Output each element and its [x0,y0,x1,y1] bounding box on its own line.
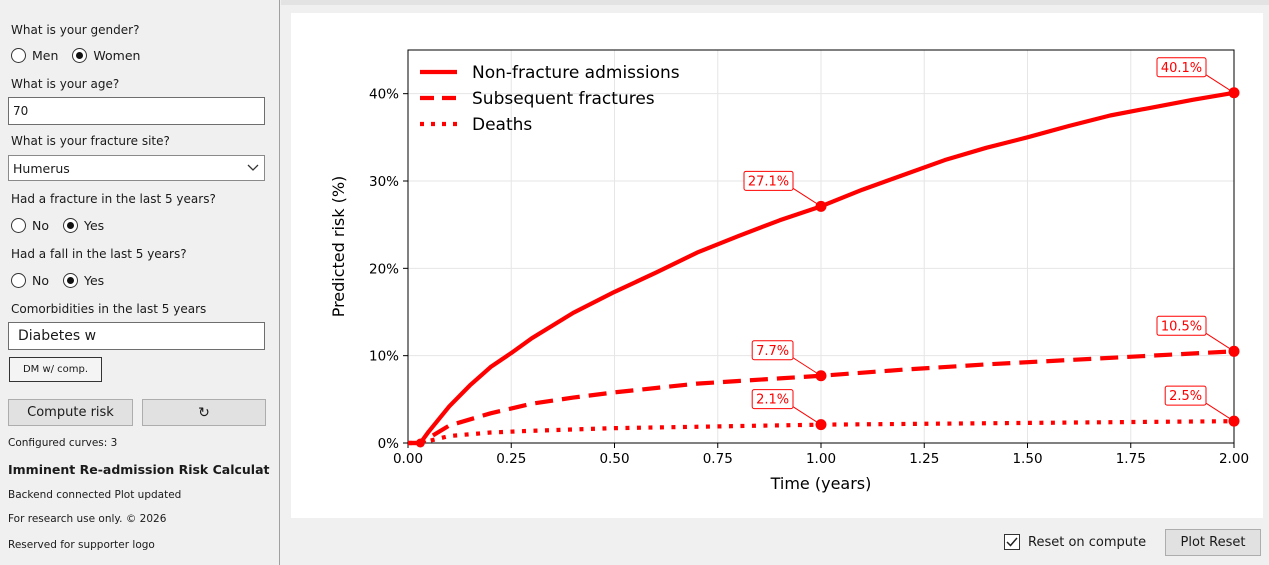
comorbidities-value: Diabetes w [18,328,97,344]
gender-radio-group: Men Women [11,46,154,64]
comorbidities-input[interactable]: Diabetes w [8,322,265,350]
y-tick-label: 0% [378,436,400,452]
data-label: 40.1% [1161,61,1202,76]
callout-leader [1205,332,1235,352]
data-label: 7.7% [756,344,789,359]
fall-radio-group: No Yes [11,271,118,289]
comorbidities-question: Comorbidities in the last 5 years [11,302,207,316]
compute-risk-button[interactable]: Compute risk [8,399,133,426]
app-title: Imminent Re-admission Risk Calculator [8,462,270,477]
x-tick-label: 2.00 [1219,451,1249,467]
supporter-logo-placeholder: Reserved for supporter logo [8,539,155,551]
x-tick-label: 0.00 [393,451,423,467]
data-label-box [1156,315,1207,336]
series-line-solid [408,90,1235,446]
gender-option-women[interactable]: Women [72,47,141,63]
plot-panel: 0.00 0.25 0.50 0.75 1.00 1.25 1.50 1.75 2.00 0% 10… [291,13,1263,518]
fracture-site-value: Humerus [13,160,70,176]
checkbox-checked-icon[interactable] [1004,534,1020,550]
comorbidity-chip-label: DM w/ comp. [22,364,89,375]
gender-question: What is your gender? [11,23,140,37]
y-tick-label: 30% [369,174,399,190]
radio-prior-fracture-yes[interactable] [63,217,78,233]
prior-fracture-question: Had a fracture in the last 5 years? [11,192,216,206]
chevron-down-icon [247,164,259,171]
series-line-dotted [408,419,1235,446]
radio-prior-fracture-no[interactable] [11,217,26,233]
x-axis-label: Time (years) [770,474,872,493]
data-label-box [1156,57,1207,78]
data-label-box [743,170,794,191]
radio-men[interactable] [11,47,26,63]
top-strip [281,0,1269,5]
reset-on-compute-checkbox-row[interactable]: Reset on compute [1004,532,1146,552]
prior-fracture-option-no[interactable]: No [11,217,49,233]
data-label-box [751,389,794,410]
plot-frame [407,49,1235,444]
y-tick-label: 40% [369,87,399,103]
x-tick-label: 0.25 [496,451,526,467]
fall-label-yes: Yes [84,272,105,288]
fracture-site-question: What is your fracture site? [11,134,170,148]
refresh-button[interactable]: ↻ [142,399,266,426]
prior-fracture-radio-group: No Yes [11,216,118,234]
backend-status: Backend connected Plot updated [8,489,182,501]
fall-question: Had a fall in the last 5 years? [11,247,187,261]
fracture-site-select[interactable]: Humerus [8,155,265,181]
risk-chart: 0.00 0.25 0.50 0.75 1.00 1.25 1.50 1.75 2.00 0% 10… [329,49,1249,493]
callout-leader [792,187,822,207]
x-tick-label: 0.75 [703,451,733,467]
fall-label-no: No [32,272,49,288]
data-label: 10.5% [1161,319,1202,334]
callout-leader [792,406,822,426]
x-tick-label: 1.25 [909,451,939,467]
gender-label-women: Women [93,47,141,63]
age-input[interactable]: 70 [8,97,265,125]
prior-fracture-label-no: No [32,217,49,233]
callout-leader [1205,402,1235,422]
start-point-marker [415,438,425,448]
legend-label: Deaths [472,115,532,135]
age-question: What is your age? [11,77,120,91]
callout-leader [1205,74,1235,94]
plot-reset-label: Plot Reset [1180,535,1246,550]
x-tick-label: 1.00 [806,451,836,467]
reset-on-compute-label: Reset on compute [1028,534,1147,550]
age-value: 70 [13,104,29,118]
x-tick-label: 1.50 [1012,451,1042,467]
plot-reset-button[interactable]: Plot Reset [1165,529,1261,556]
refresh-icon: ↻ [198,404,210,421]
fall-option-yes[interactable]: Yes [63,272,105,288]
series-line-dashed [408,349,1235,446]
radio-women[interactable] [72,47,88,63]
curves-status: Configured curves: 3 [8,437,118,449]
x-tick-label: 0.50 [599,451,629,467]
callout-leader [792,357,822,377]
radio-fall-yes[interactable] [63,272,78,288]
data-label: 2.1% [756,393,789,408]
y-tick-label: 10% [369,349,399,365]
data-label-box [1164,385,1207,406]
prior-fracture-option-yes[interactable]: Yes [63,217,105,233]
compute-risk-label: Compute risk [27,405,114,420]
comorbidity-chip[interactable]: DM w/ comp. [9,357,102,382]
legend-label: Subsequent fractures [472,89,655,109]
data-label: 27.1% [748,174,789,189]
y-axis-label: Predicted risk (%) [329,176,348,318]
prior-fracture-label-yes: Yes [84,217,105,233]
disclaimer-text: For research use only. © 2026 [8,513,167,525]
fall-option-no[interactable]: No [11,272,49,288]
input-sidebar: What is your gender? Men Women What is y… [0,0,280,565]
gender-label-men: Men [32,47,59,63]
x-tick-label: 1.75 [1116,451,1146,467]
y-tick-label: 20% [369,261,399,277]
legend-label: Non-fracture admissions [472,63,680,83]
gender-option-men[interactable]: Men [11,47,59,63]
data-label: 2.5% [1169,389,1202,404]
radio-fall-no[interactable] [11,272,26,288]
data-label-box [751,340,794,361]
